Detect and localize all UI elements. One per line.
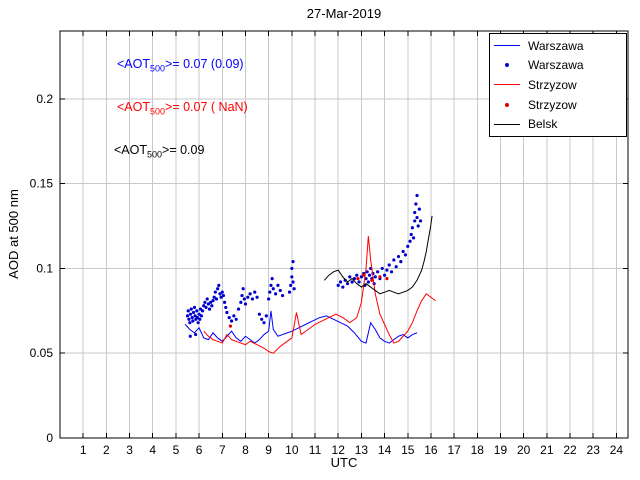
svg-text:17: 17 (447, 443, 461, 457)
svg-text:15: 15 (401, 443, 415, 457)
svg-text:2: 2 (103, 443, 110, 457)
legend-item-belsk-line: Belsk (490, 115, 626, 134)
aot-annotation-belsk: <AOT500>= 0.09 (114, 143, 204, 160)
svg-text:18: 18 (471, 443, 485, 457)
dot-sample-icon (490, 63, 524, 68)
svg-text:10: 10 (285, 443, 299, 457)
chart-title: 27-Mar-2019 (306, 6, 382, 21)
line-sample-icon (490, 45, 524, 47)
svg-text:22: 22 (563, 443, 577, 457)
aot-annotation-warszawa: <AOT500>= 0.07 (0.09) (117, 57, 244, 74)
tick-labels: 1 2 3 4 5 6 7 8 9 10 11 12 13 14 15 16 17 18 19 20 21 22 23 240… (30, 92, 624, 457)
annotation-sub: 500 (150, 63, 166, 74)
series-warszawa-scatter (185, 193, 423, 338)
svg-text:19: 19 (494, 443, 508, 457)
svg-text:14: 14 (378, 443, 392, 457)
legend-label: Strzyzow (528, 97, 577, 112)
series-belsk-line (323, 215, 433, 295)
dot-glyph (505, 63, 509, 68)
legend-label: Belsk (528, 117, 558, 132)
dot-sample-icon (490, 102, 524, 107)
svg-text:12: 12 (332, 443, 346, 457)
svg-text:6: 6 (196, 443, 203, 457)
svg-text:9: 9 (265, 443, 272, 457)
svg-text:7: 7 (219, 443, 226, 457)
annotation-pre: <AOT (114, 143, 147, 157)
aot-annotation-strzyzow: <AOT500>= 0.07 ( NaN) (117, 100, 248, 117)
svg-text:3: 3 (126, 443, 133, 457)
svg-text:13: 13 (355, 443, 369, 457)
svg-text:0.1: 0.1 (36, 261, 53, 275)
legend: Warszawa Warszawa Strzyzow Strzyzow Bels… (489, 33, 627, 137)
annotation-sub: 500 (147, 149, 163, 160)
series-warszawa-line (184, 310, 418, 344)
legend-label: Warszawa (528, 58, 584, 73)
svg-text:0.15: 0.15 (30, 177, 54, 191)
series-strzyzow-line (203, 236, 436, 354)
svg-text:5: 5 (173, 443, 180, 457)
legend-item-strzyzow-line: Strzyzow (490, 75, 626, 94)
svg-text:23: 23 (587, 443, 601, 457)
x-axis-label: UTC (330, 455, 358, 470)
legend-item-strzyzow-dot: Strzyzow (490, 95, 626, 114)
line-glyph (494, 45, 520, 47)
svg-text:8: 8 (242, 443, 249, 457)
legend-label: Warszawa (528, 38, 584, 53)
svg-text:0: 0 (46, 431, 53, 445)
svg-text:0.2: 0.2 (36, 92, 53, 106)
svg-text:20: 20 (517, 443, 531, 457)
y-axis-label: AOD at 500 nm (6, 189, 21, 279)
annotation-post: >= 0.07 (0.09) (165, 57, 244, 71)
line-glyph (494, 84, 520, 86)
legend-item-warszawa-line: Warszawa (490, 36, 626, 55)
dot-glyph (505, 102, 509, 107)
svg-text:24: 24 (610, 443, 624, 457)
svg-text:0.05: 0.05 (30, 346, 54, 360)
svg-text:1: 1 (80, 443, 87, 457)
svg-text:11: 11 (309, 443, 322, 457)
gridlines (60, 31, 628, 438)
annotation-pre: <AOT (117, 57, 150, 71)
annotation-sub: 500 (150, 106, 166, 117)
annotation-post: >= 0.07 ( NaN) (165, 100, 248, 114)
axes-box (59, 30, 629, 439)
line-glyph (494, 123, 520, 125)
svg-text:4: 4 (149, 443, 156, 457)
svg-text:21: 21 (540, 443, 554, 457)
svg-text:16: 16 (424, 443, 438, 457)
legend-item-warszawa-dot: Warszawa (490, 56, 626, 75)
legend-label: Strzyzow (528, 77, 577, 92)
line-sample-icon (490, 84, 524, 86)
annotation-pre: <AOT (117, 100, 150, 114)
annotation-post: >= 0.09 (162, 143, 205, 157)
line-sample-icon (490, 123, 524, 125)
series-strzyzow-scatter (228, 273, 389, 328)
